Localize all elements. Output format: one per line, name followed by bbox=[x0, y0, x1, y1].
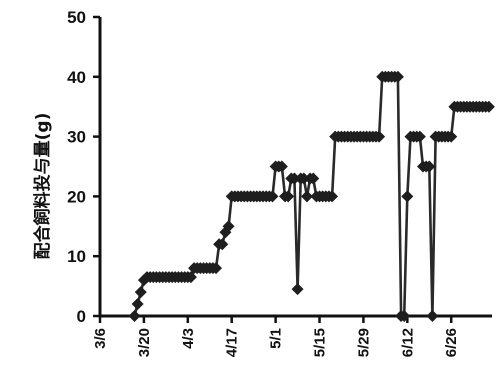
x-tick-label: 6/12 bbox=[399, 328, 416, 357]
y-tick-label: 30 bbox=[67, 128, 86, 147]
data-point-marker bbox=[423, 160, 436, 173]
y-axis-label: 配合飼料投与量(g) bbox=[32, 113, 53, 260]
data-point-marker bbox=[307, 172, 320, 185]
data-point-marker bbox=[288, 172, 301, 185]
data-point-marker bbox=[282, 190, 295, 203]
y-tick-label: 20 bbox=[67, 187, 86, 206]
x-tick-label: 5/15 bbox=[312, 328, 329, 357]
y-tick-label: 40 bbox=[67, 68, 86, 87]
x-tick-label: 4/17 bbox=[224, 328, 241, 357]
data-point-marker bbox=[413, 130, 426, 143]
data-point-marker bbox=[326, 190, 339, 203]
y-axis-ticks: 0 10 20 30 40 50 bbox=[67, 8, 100, 326]
y-tick-label: 0 bbox=[77, 307, 86, 326]
data-point-marker bbox=[401, 190, 414, 203]
data-point-marker bbox=[445, 130, 458, 143]
data-point-marker bbox=[398, 310, 411, 322]
data-point-marker bbox=[426, 310, 439, 322]
data-point-marker bbox=[297, 172, 310, 185]
x-tick-label: 5/29 bbox=[355, 328, 372, 357]
y-tick-label: 10 bbox=[67, 247, 86, 266]
series-markers bbox=[128, 70, 495, 322]
data-point-marker bbox=[134, 286, 147, 299]
x-tick-label: 5/1 bbox=[268, 328, 285, 349]
x-tick-label: 3/6 bbox=[92, 328, 109, 349]
x-axis-ticks: 3/6 3/20 4/3 4/17 5/1 5/15 5/29 6/12 6/26 bbox=[92, 316, 460, 357]
data-point-marker bbox=[482, 100, 495, 113]
data-point-marker bbox=[275, 160, 288, 173]
data-point-marker bbox=[266, 190, 279, 203]
data-point-marker bbox=[291, 283, 304, 296]
data-point-marker bbox=[184, 271, 197, 284]
x-tick-label: 3/20 bbox=[136, 328, 153, 357]
y-tick-label: 50 bbox=[67, 8, 86, 27]
data-point-marker bbox=[128, 310, 141, 322]
x-tick-label: 6/26 bbox=[443, 328, 460, 357]
data-point-marker bbox=[131, 298, 144, 311]
data-point-marker bbox=[216, 238, 229, 251]
data-point-marker bbox=[210, 262, 223, 275]
data-point-marker bbox=[222, 220, 235, 233]
plot-area: 0 10 20 30 40 50 3/6 3/20 4/3 4/17 5/1 5/15 5/29 6/1… bbox=[67, 8, 495, 357]
data-point-marker bbox=[373, 130, 386, 143]
x-tick-label: 4/3 bbox=[180, 328, 197, 349]
data-point-marker bbox=[300, 190, 313, 203]
data-point-marker bbox=[391, 70, 404, 83]
